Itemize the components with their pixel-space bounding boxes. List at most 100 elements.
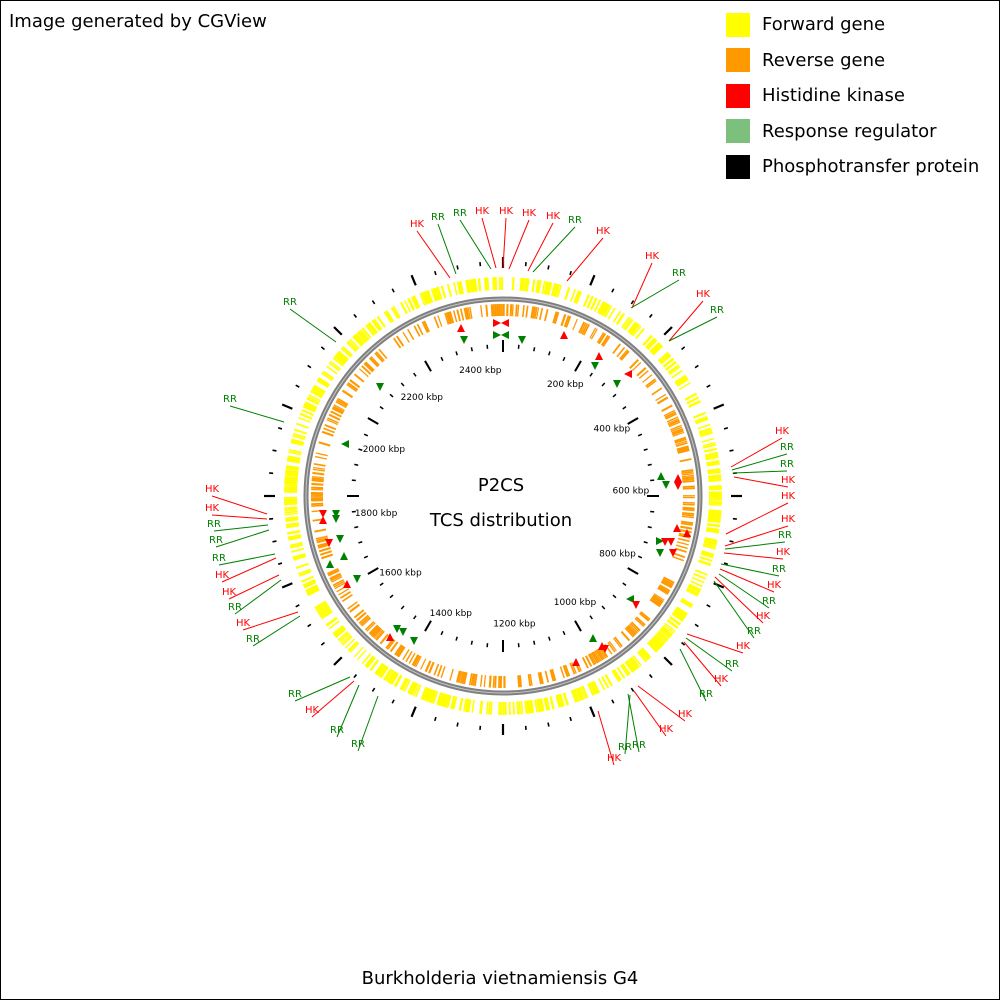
reverse-gene-mark — [663, 409, 676, 417]
reverse-gene-mark — [539, 671, 544, 684]
inner-tick — [562, 356, 566, 362]
callout-line — [336, 684, 360, 738]
reverse-gene-mark — [358, 614, 369, 624]
outer-tick — [723, 562, 729, 565]
inner-tick — [637, 555, 643, 559]
reverse-gene-mark — [682, 485, 695, 489]
hk-callout-label: HK — [596, 226, 611, 237]
reverse-gene-mark — [676, 445, 689, 451]
hk-marker — [669, 549, 677, 557]
reverse-gene-mark — [639, 612, 650, 622]
feature-markers — [319, 319, 691, 666]
forward-gene-mark — [288, 449, 302, 454]
hk-callout-label: HK — [756, 611, 771, 622]
reverse-gene-mark — [408, 652, 416, 664]
inner-tick — [389, 594, 394, 599]
forward-gene-mark — [523, 278, 527, 292]
reverse-gene-mark — [563, 315, 570, 328]
forward-gene-mark — [473, 278, 478, 292]
forward-gene-mark — [543, 281, 548, 295]
hk-marker — [661, 538, 669, 546]
forward-gene-mark — [708, 513, 722, 517]
forward-gene-mark — [298, 568, 311, 575]
forward-gene-mark — [559, 693, 565, 707]
rr-marker — [332, 510, 340, 518]
forward-gene-swatch — [726, 12, 750, 37]
forward-gene-mark — [440, 285, 447, 299]
reverse-gene-mark — [365, 361, 375, 371]
forward-gene-mark — [708, 503, 722, 506]
reverse-gene-mark — [334, 582, 346, 590]
reverse-gene-mark — [627, 625, 637, 635]
reverse-gene-mark — [649, 598, 661, 608]
callout-line — [714, 576, 764, 624]
forward-gene-mark — [704, 537, 718, 542]
forward-gene-mark — [705, 456, 719, 461]
reverse-gene-mark — [559, 666, 565, 679]
forward-gene-mark — [526, 700, 530, 714]
reverse-gene-mark — [652, 594, 664, 603]
callout-line — [527, 222, 554, 272]
inner-tick — [601, 605, 606, 610]
backbone-highlight — [305, 298, 701, 694]
outer-tick — [547, 722, 550, 727]
forward-gene-mark — [440, 693, 446, 707]
forward-gene-mark — [450, 695, 456, 710]
rr-marker — [591, 362, 599, 370]
forward-gene-mark — [361, 327, 372, 339]
forward-gene-mark — [353, 646, 364, 658]
inner-tick — [367, 417, 379, 425]
forward-gene-mark — [525, 278, 530, 292]
reverse-gene-mark — [311, 477, 324, 481]
forward-gene-mark — [708, 511, 722, 515]
reverse-gene-mark — [681, 513, 695, 517]
outer-tick — [706, 604, 711, 608]
forward-gene-mark — [707, 468, 721, 473]
forward-gene-mark — [293, 555, 307, 561]
outer-tick — [547, 265, 550, 270]
forward-gene-mark — [630, 323, 641, 336]
callout-line — [685, 637, 733, 672]
forward-gene-mark — [562, 692, 570, 706]
forward-gene-mark — [334, 353, 347, 365]
forward-gene-mark — [604, 674, 614, 687]
reverse-gene-mark — [636, 367, 647, 377]
reverse-gene-mark — [472, 673, 477, 686]
inner-tick — [574, 620, 582, 632]
hk-marker — [674, 474, 682, 482]
reverse-gene-mark — [612, 637, 622, 648]
forward-gene-mark — [368, 321, 378, 334]
forward-gene-mark — [638, 650, 649, 661]
forward-gene-mark — [632, 655, 642, 667]
hk-callout-label: HK — [736, 641, 751, 652]
forward-gene-mark — [663, 624, 675, 634]
reverse-gene-mark — [420, 658, 427, 670]
reverse-gene-mark — [597, 648, 605, 660]
forward-gene-mark — [616, 666, 626, 679]
reverse-gene-mark — [315, 535, 328, 540]
callout-line — [724, 525, 789, 547]
forward-gene-mark — [642, 334, 653, 346]
forward-gene-mark — [707, 517, 721, 522]
reverse-gene-mark — [311, 486, 324, 490]
rr-callout-label: RR — [772, 564, 786, 575]
forward-gene-mark — [285, 465, 300, 470]
forward-gene-mark — [292, 552, 306, 560]
forward-gene-mark — [376, 664, 386, 676]
forward-gene-mark — [575, 291, 582, 304]
forward-gene-mark — [545, 697, 551, 711]
forward-gene-mark — [393, 674, 403, 688]
reverse-gene-mark — [682, 476, 695, 480]
forward-gene-mark — [701, 550, 715, 557]
forward-gene-mark — [628, 322, 639, 335]
reverse-gene-mark — [537, 672, 543, 685]
forward-gene-mark — [549, 696, 555, 710]
reverse-gene-mark — [361, 617, 372, 627]
inner-tick — [440, 356, 444, 362]
outer-tick — [272, 540, 277, 543]
reverse-gene-mark — [630, 621, 641, 632]
callout-line — [213, 524, 269, 532]
outer-tick — [410, 274, 417, 286]
forward-gene-mark — [346, 341, 358, 353]
forward-gene-mark — [302, 579, 316, 587]
